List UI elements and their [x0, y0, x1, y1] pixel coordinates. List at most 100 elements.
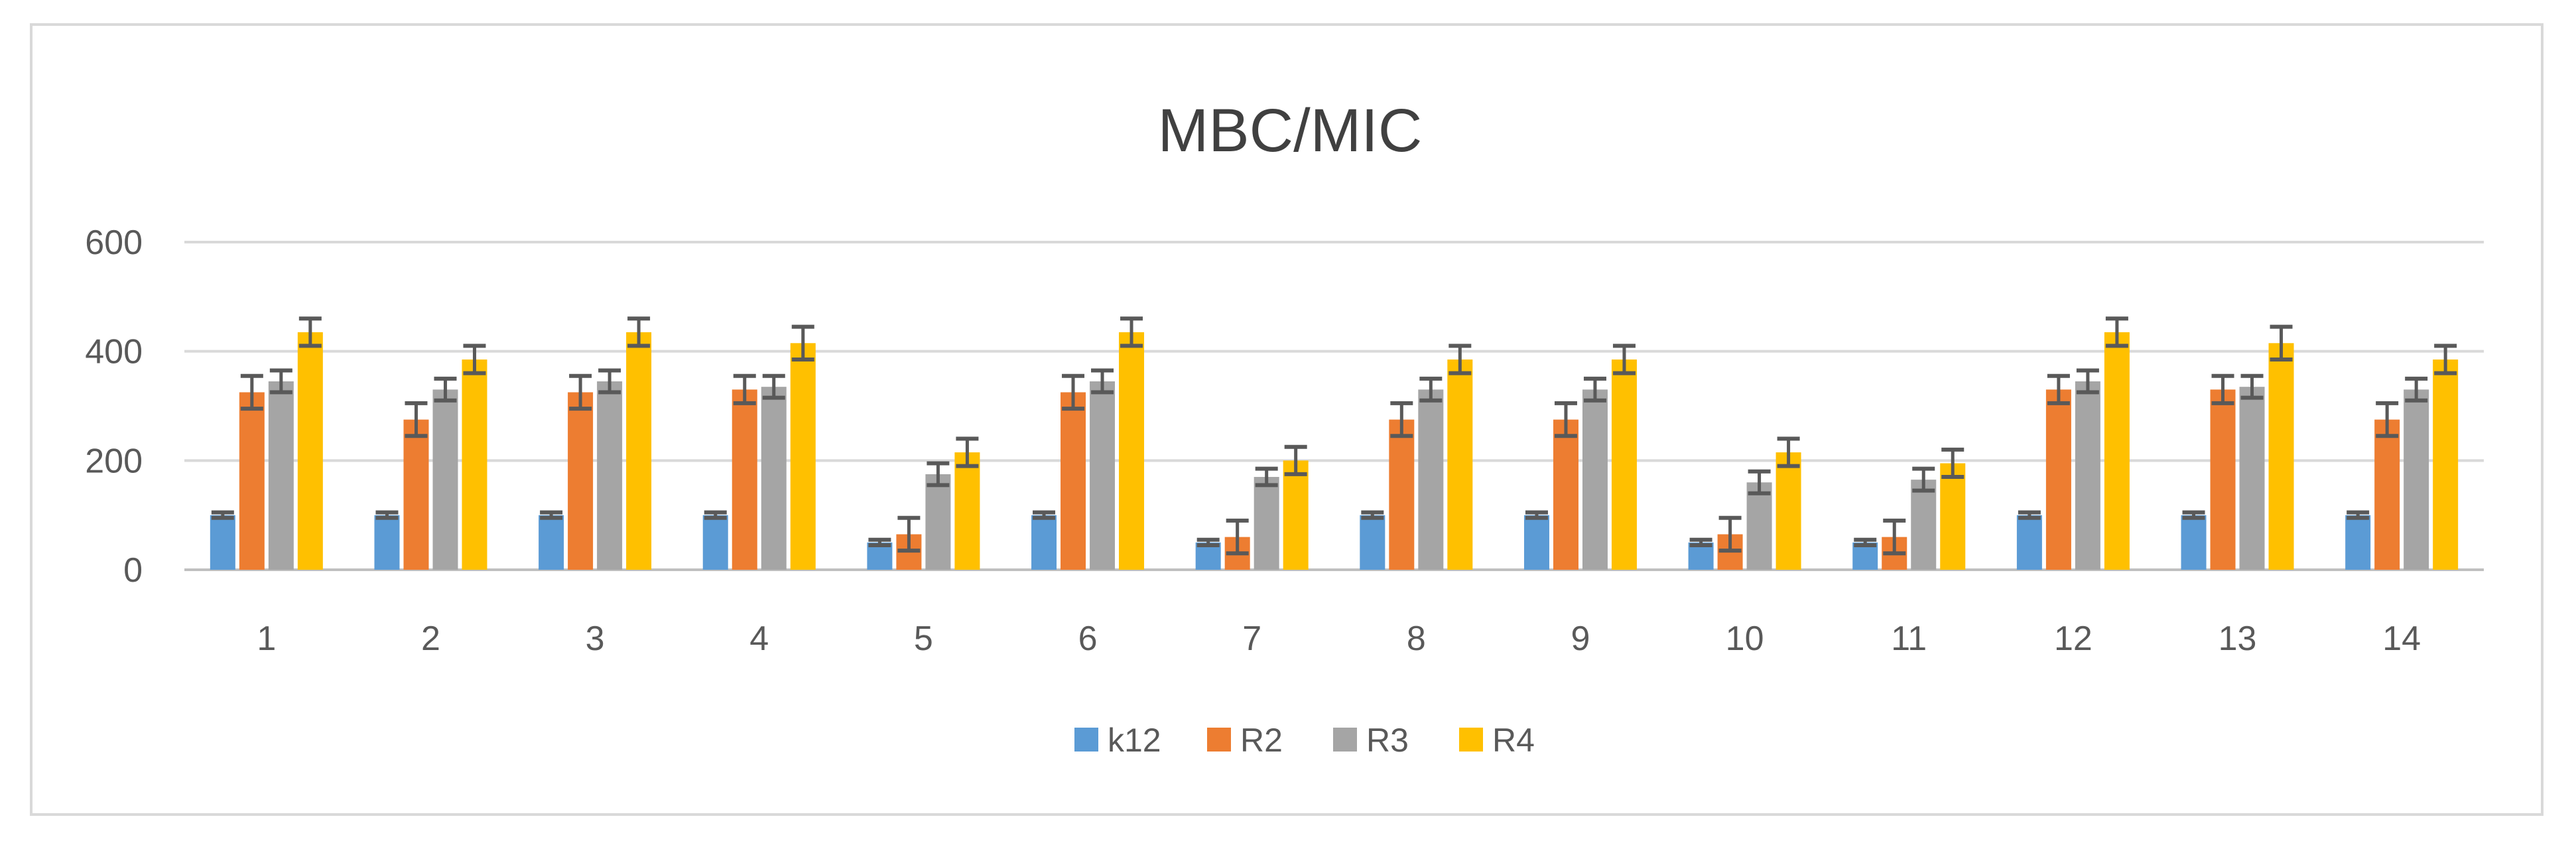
bar-R4-10	[1775, 452, 1801, 570]
bar-k12-12	[2016, 515, 2042, 570]
error-bar-k12-13	[2182, 510, 2205, 520]
error-bar-R4-14	[2434, 344, 2457, 375]
error-bar-R4-5	[956, 436, 979, 468]
bar-k12-3	[539, 515, 564, 570]
bar-R4-8	[1447, 360, 1473, 570]
bar-R4-12	[2104, 332, 2130, 570]
y-tick-label: 200	[85, 442, 143, 480]
error-bar-k12-8	[1361, 510, 1384, 520]
bar-R4-4	[790, 343, 816, 570]
error-bar-R2-5	[897, 515, 921, 553]
legend-label-R3: R3	[1366, 722, 1409, 759]
error-bar-k12-12	[2018, 510, 2041, 520]
bar-R2-13	[2210, 389, 2236, 570]
bar-R3-7	[1254, 477, 1279, 570]
error-bars	[211, 316, 2457, 556]
error-bar-R3-14	[2405, 376, 2428, 403]
x-tick-label: 9	[1571, 620, 1590, 658]
bar-R3-11	[1911, 480, 1937, 570]
bar-R2-4	[732, 389, 757, 570]
legend-swatch-R2	[1207, 728, 1231, 752]
legend-swatch-R3	[1333, 728, 1357, 752]
bar-R2-12	[2045, 389, 2071, 570]
error-bar-R2-6	[1062, 373, 1085, 411]
error-bar-R4-12	[2105, 316, 2128, 348]
x-tick-label: 6	[1078, 620, 1098, 658]
bar-R2-2	[403, 419, 429, 570]
bar-R3-14	[2404, 389, 2429, 570]
error-bar-R3-6	[1091, 368, 1114, 395]
error-bar-R4-1	[298, 316, 322, 348]
error-bar-R3-3	[598, 368, 621, 395]
error-bar-k12-14	[2347, 510, 2370, 520]
bar-R2-6	[1061, 392, 1086, 570]
error-bar-R2-8	[1390, 401, 1413, 438]
bar-k12-1	[210, 515, 235, 570]
error-bar-R2-13	[2211, 373, 2234, 405]
error-bar-R3-12	[2076, 368, 2099, 395]
error-bar-k12-10	[1689, 537, 1712, 547]
bar-k12-14	[2345, 515, 2371, 570]
bar-R4-14	[2433, 360, 2459, 570]
bar-R4-7	[1283, 460, 1309, 570]
error-bar-R2-3	[569, 373, 592, 411]
x-tick-label: 5	[914, 620, 933, 658]
error-bar-R3-2	[434, 376, 457, 403]
bar-R4-1	[297, 332, 323, 570]
error-bar-R2-14	[2376, 401, 2399, 438]
x-tick-label: 13	[2219, 620, 2257, 658]
bars	[210, 332, 2459, 570]
bar-R3-5	[925, 474, 951, 570]
x-tick-label: 8	[1407, 620, 1426, 658]
error-bar-R4-10	[1777, 436, 1800, 468]
bar-R4-9	[1611, 360, 1637, 570]
bar-R2-3	[568, 392, 594, 570]
bar-k12-2	[374, 515, 400, 570]
error-bar-R4-11	[1941, 447, 1964, 480]
y-tick-label: 600	[85, 224, 143, 262]
error-bar-R2-9	[1554, 401, 1577, 438]
bar-R4-13	[2268, 343, 2294, 570]
bar-k12-9	[1523, 515, 1549, 570]
error-bar-R2-12	[2047, 373, 2070, 405]
x-tick-label: 14	[2382, 620, 2421, 658]
bar-k12-13	[2181, 515, 2207, 570]
x-tick-label: 10	[1726, 620, 1764, 658]
error-bar-R4-8	[1449, 344, 1472, 375]
error-bar-k12-4	[704, 510, 727, 520]
error-bar-k12-6	[1033, 510, 1056, 520]
error-bar-R3-1	[269, 368, 292, 395]
bar-k12-8	[1360, 515, 1385, 570]
y-tick-label: 400	[85, 333, 143, 371]
bar-R3-6	[1090, 381, 1116, 570]
legend-swatch-k12	[1074, 728, 1098, 752]
bar-R2-14	[2374, 419, 2400, 570]
y-axis-ticks: 0 200 400 600	[85, 224, 143, 590]
error-bar-R3-10	[1748, 469, 1771, 495]
legend-label-R2: R2	[1240, 722, 1283, 759]
error-bar-k12-11	[1854, 537, 1877, 547]
bar-R3-8	[1418, 389, 1444, 570]
error-bar-R3-4	[762, 373, 785, 400]
legend: k12 R2 R3 R4	[1074, 722, 1535, 759]
bar-R3-3	[597, 381, 623, 570]
error-bar-R4-13	[2270, 324, 2293, 362]
x-tick-label: 12	[2054, 620, 2093, 658]
gridlines	[184, 241, 2484, 571]
error-bar-R4-9	[1612, 344, 1636, 375]
x-tick-label: 7	[1242, 620, 1261, 658]
bar-R4-3	[626, 332, 652, 570]
error-bar-R2-4	[733, 373, 756, 405]
bar-R3-4	[761, 387, 787, 570]
error-bar-k12-3	[540, 510, 563, 520]
x-tick-label: 3	[586, 620, 605, 658]
error-bar-R3-11	[1912, 466, 1935, 493]
bar-R3-2	[432, 389, 458, 570]
x-tick-label: 2	[421, 620, 440, 658]
x-tick-label: 4	[749, 620, 769, 658]
bar-R3-1	[268, 381, 294, 570]
error-bar-R3-8	[1419, 376, 1443, 403]
legend-label-k12: k12	[1108, 722, 1161, 759]
bar-R4-11	[1940, 463, 1966, 570]
